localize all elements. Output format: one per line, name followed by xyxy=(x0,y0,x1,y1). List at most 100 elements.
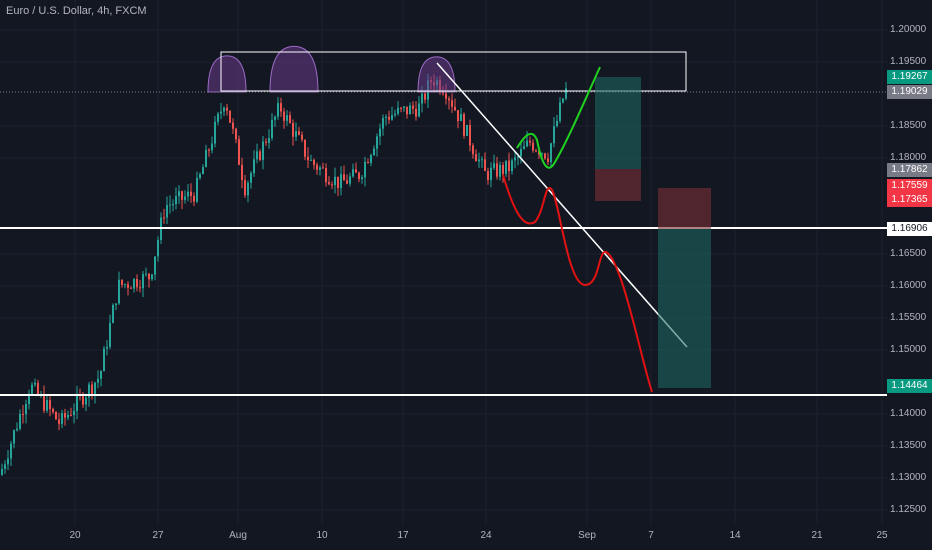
candle-body xyxy=(505,160,507,174)
candle-body xyxy=(214,121,216,144)
candle-body xyxy=(46,400,48,411)
candle-body xyxy=(304,139,306,157)
candle-body xyxy=(109,322,111,347)
price-tag: 1.16906 xyxy=(887,222,932,236)
candle-body xyxy=(259,151,261,160)
time-axis-label: 27 xyxy=(152,530,164,541)
time-axis-label: 20 xyxy=(69,530,81,541)
candle-body xyxy=(445,93,447,99)
candle-body xyxy=(13,430,15,444)
candle-body xyxy=(94,382,96,395)
candle-body xyxy=(394,113,396,116)
head-shoulders-hump xyxy=(417,56,456,93)
price-axis-label: 1.14000 xyxy=(890,408,927,419)
candle-body xyxy=(499,164,501,177)
time-axis-label: Sep xyxy=(578,530,596,541)
candle-body xyxy=(169,204,171,206)
candle-body xyxy=(133,278,135,289)
candle-body xyxy=(295,131,297,137)
candle-body xyxy=(397,107,399,114)
candle-body xyxy=(274,116,276,120)
candle-body xyxy=(43,394,45,411)
candle-body xyxy=(487,171,489,180)
candle-body xyxy=(7,458,9,465)
time-axis-label: 14 xyxy=(729,530,741,541)
candle-body xyxy=(220,111,222,114)
candle-body xyxy=(535,150,537,152)
candle-body xyxy=(328,182,330,185)
candle-body xyxy=(121,279,123,285)
candle-body xyxy=(520,149,522,157)
candle-body xyxy=(565,88,567,99)
candle-body xyxy=(331,184,333,186)
candle-body xyxy=(472,145,474,155)
candle-body xyxy=(151,274,153,280)
candle-body xyxy=(175,196,177,205)
price-axis-label: 1.18500 xyxy=(890,120,927,131)
candle-body xyxy=(28,393,30,404)
price-axis-label: 1.12500 xyxy=(890,504,927,515)
long-position-profit-zone xyxy=(595,77,641,169)
candle-body xyxy=(490,167,492,180)
candle-body xyxy=(193,195,195,202)
candle-body xyxy=(559,102,561,121)
candle-body xyxy=(376,136,378,149)
time-axis-label: 25 xyxy=(876,530,888,541)
candle-body xyxy=(352,169,354,177)
candle-body xyxy=(289,115,291,123)
bullish-projection-curve xyxy=(516,66,601,169)
candle-body xyxy=(61,413,63,424)
candle-body xyxy=(457,110,459,122)
candle-body xyxy=(418,103,420,117)
price-axis-label: 1.18000 xyxy=(890,152,927,163)
candle-body xyxy=(463,114,465,136)
candle-body xyxy=(106,346,108,349)
candle-body xyxy=(424,93,426,100)
candle-body xyxy=(196,178,198,202)
candle-body xyxy=(25,403,27,415)
symbol-title: Euro / U.S. Dollar, 4h, FXCM xyxy=(6,5,147,17)
price-tag: 1.19029 xyxy=(887,85,932,99)
candle-body xyxy=(310,159,312,161)
candle-body xyxy=(229,110,231,123)
candle-body xyxy=(400,107,402,109)
candle-body xyxy=(16,428,18,431)
time-axis-label: 24 xyxy=(480,530,492,541)
time-axis-label: 7 xyxy=(648,530,654,541)
candle-body xyxy=(493,163,495,168)
price-axis-label: 1.20000 xyxy=(890,24,927,35)
candle-body xyxy=(52,408,54,412)
candle-body xyxy=(37,382,39,395)
candle-body xyxy=(91,384,93,395)
candle-body xyxy=(232,122,234,129)
time-axis-label: 10 xyxy=(316,530,328,541)
price-axis-label: 1.19500 xyxy=(890,56,927,67)
candle-body xyxy=(247,182,249,196)
long-position-stop-zone xyxy=(595,169,641,201)
candle-body xyxy=(142,274,144,289)
candle-body xyxy=(508,160,510,172)
candle-body xyxy=(298,131,300,135)
candle-body xyxy=(136,278,138,288)
price-axis-label: 1.15500 xyxy=(890,312,927,323)
candle-body xyxy=(166,205,168,218)
candle-body xyxy=(184,196,186,200)
candle-body xyxy=(157,239,159,257)
candle-body xyxy=(187,191,189,197)
candle-body xyxy=(241,164,243,181)
candle-body xyxy=(73,410,75,416)
candle-body xyxy=(217,113,219,122)
candle-body xyxy=(268,138,270,143)
candle-body xyxy=(349,176,351,184)
candle-body xyxy=(478,159,480,162)
candle-body xyxy=(553,126,555,144)
candle-body xyxy=(334,176,336,186)
candle-body xyxy=(238,139,240,165)
candle-body xyxy=(265,141,267,143)
candle-body xyxy=(85,397,87,405)
candle-body xyxy=(454,106,456,111)
candle-body xyxy=(181,191,183,200)
price-tag: 1.17365 xyxy=(887,193,932,207)
candle-body xyxy=(340,174,342,189)
